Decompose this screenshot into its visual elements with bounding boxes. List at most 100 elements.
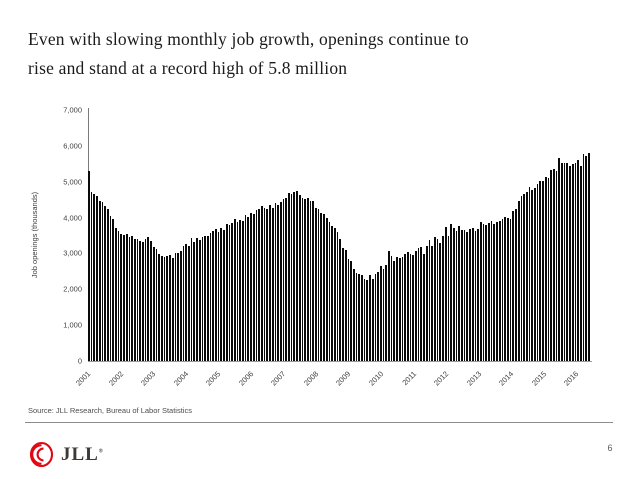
bar [128, 237, 131, 361]
y-axis-ticks: 0 1,000 2,000 3,000 4,000 5,000 6,000 7,000 [30, 106, 82, 366]
bar [401, 257, 404, 361]
bar [579, 165, 582, 361]
bar [504, 217, 506, 361]
bar [442, 235, 444, 361]
bar [555, 170, 558, 361]
x-tick-label: 2005 [204, 369, 223, 388]
bar [369, 275, 371, 361]
bar [552, 169, 555, 361]
bar [534, 187, 536, 361]
bar [252, 213, 255, 361]
bar [344, 250, 347, 361]
bar [520, 195, 523, 361]
bar [577, 160, 579, 361]
bar [285, 197, 288, 361]
bar [396, 257, 398, 361]
bar [363, 279, 366, 361]
bar [160, 255, 163, 361]
bar [269, 204, 271, 361]
bar [312, 200, 315, 361]
bar [193, 242, 196, 361]
x-tick-label: 2002 [106, 369, 126, 388]
bar [255, 209, 258, 361]
bar [569, 165, 571, 361]
bar [582, 154, 585, 361]
bar [220, 227, 223, 361]
x-tick-label: 2010 [367, 369, 386, 388]
bar [474, 231, 477, 361]
bar [274, 203, 277, 361]
bar [385, 264, 388, 361]
x-tick-label: 2013 [464, 369, 483, 388]
bar [585, 155, 588, 361]
x-tick-label: 2006 [236, 369, 256, 388]
bar [120, 233, 123, 361]
bar [306, 197, 309, 361]
bar [415, 251, 417, 361]
bar [98, 201, 101, 361]
x-tick-label: 2012 [432, 369, 451, 388]
bar [444, 227, 447, 361]
bar [323, 213, 325, 361]
bar [106, 208, 109, 361]
bar [563, 162, 566, 361]
bar [304, 198, 306, 361]
bar [290, 194, 293, 361]
bar [466, 232, 469, 361]
bar [325, 218, 328, 361]
bar [558, 157, 561, 361]
bar [196, 238, 198, 361]
bar [374, 274, 377, 361]
bar [236, 221, 239, 361]
source-note: Source: JLL Research, Bureau of Labor St… [28, 406, 192, 415]
bar [93, 193, 96, 361]
bar [261, 206, 263, 361]
bar [328, 221, 331, 361]
bar [198, 239, 201, 361]
bar [588, 153, 590, 361]
bar [231, 222, 233, 361]
bar [171, 257, 174, 361]
bar [412, 254, 415, 361]
bar [204, 235, 206, 361]
bar [206, 235, 209, 361]
bar [188, 245, 190, 361]
bar [155, 248, 158, 361]
bar [439, 243, 442, 361]
bar [561, 163, 563, 361]
bar [123, 234, 125, 361]
bar [471, 228, 474, 361]
bar [393, 261, 396, 361]
bar [133, 238, 136, 361]
bar [450, 223, 452, 361]
y-tick-label: 5,000 [63, 177, 82, 187]
footer-divider [25, 422, 613, 423]
bar [498, 221, 501, 361]
bar [117, 230, 120, 361]
bar [136, 239, 139, 361]
y-tick-label: 1,000 [63, 320, 82, 330]
bar [263, 207, 266, 361]
bar [501, 219, 504, 361]
bar [139, 240, 142, 361]
bar [493, 223, 496, 361]
bar [371, 278, 374, 361]
bar [409, 254, 412, 361]
bar [547, 178, 550, 361]
bar [90, 191, 93, 361]
bar [101, 201, 104, 361]
bar [477, 229, 479, 361]
bar [434, 236, 436, 361]
bar [233, 219, 236, 361]
bar [539, 180, 542, 361]
y-tick-label: 7,000 [63, 105, 82, 115]
bar [506, 217, 509, 361]
x-tick-label: 2009 [334, 369, 353, 388]
bar [277, 204, 279, 361]
bar [317, 208, 320, 361]
bar [96, 195, 98, 361]
bar [447, 235, 450, 361]
bar [463, 230, 466, 361]
bar [190, 238, 193, 361]
bar [217, 231, 220, 361]
